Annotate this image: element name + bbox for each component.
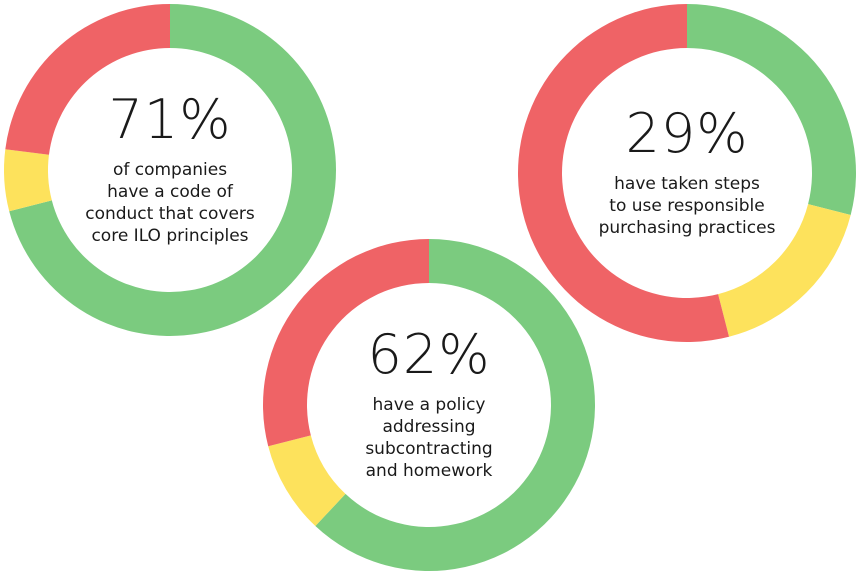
donut-center: 71% of companies have a code of conduct … bbox=[4, 4, 336, 336]
donut-slice-green bbox=[687, 4, 856, 216]
percentage-value: 29% bbox=[625, 102, 749, 165]
percentage-value: 71% bbox=[108, 88, 232, 151]
caption-line: core ILO principles bbox=[91, 226, 249, 246]
percentage-value: 62% bbox=[367, 323, 491, 386]
donut-ring bbox=[518, 4, 856, 342]
donut-ring bbox=[4, 4, 336, 336]
donut-slice-red bbox=[5, 4, 170, 155]
caption-line: have a code of bbox=[107, 182, 233, 202]
caption-line: of companies bbox=[112, 160, 228, 180]
donut-chart-code-of-conduct: 71% of companies have a code of conduct … bbox=[4, 4, 336, 336]
caption-line: and homework bbox=[365, 461, 493, 481]
donut-slice-red bbox=[263, 239, 429, 447]
donut-ring bbox=[263, 239, 595, 571]
donut-slice-yellow bbox=[268, 435, 346, 527]
donut-chart-responsible-purchasing: 29% have taken steps to use responsible … bbox=[518, 4, 856, 342]
caption-line: purchasing practices bbox=[598, 218, 776, 238]
caption-line: conduct that covers bbox=[85, 204, 255, 224]
donut-slice-green bbox=[315, 239, 595, 571]
caption-line: subcontracting bbox=[365, 439, 493, 459]
donut-center: 29% have taken steps to use responsible … bbox=[518, 4, 856, 342]
caption-line: addressing bbox=[382, 417, 476, 437]
caption-line: have taken steps bbox=[614, 174, 760, 194]
caption-line: to use responsible bbox=[609, 196, 765, 216]
caption-line: have a policy bbox=[372, 395, 486, 415]
donut-slice-red bbox=[518, 4, 730, 342]
donut-slice-yellow bbox=[718, 204, 851, 337]
donut-slice-yellow bbox=[4, 149, 52, 212]
donut-chart-subcontracting-policy: 62% have a policy addressing subcontract… bbox=[263, 239, 595, 571]
donut-center: 62% have a policy addressing subcontract… bbox=[263, 239, 595, 571]
